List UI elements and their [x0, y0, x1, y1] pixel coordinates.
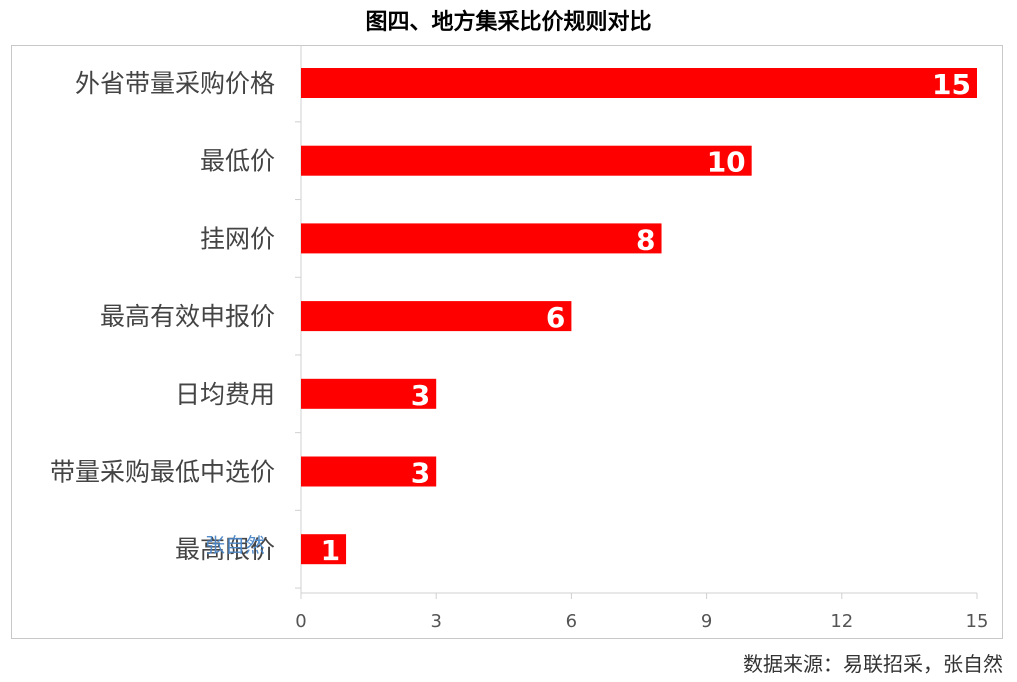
- data-label: 3: [411, 379, 430, 412]
- watermark: 张自然: [205, 533, 265, 557]
- category-label: 带量采购最低中选价: [50, 458, 275, 487]
- source-note: 数据来源：易联招采，张自然: [743, 652, 1003, 676]
- data-label: 15: [932, 68, 971, 101]
- category-label: 外省带量采购价格: [75, 69, 275, 98]
- data-label: 8: [636, 223, 655, 256]
- category-label: 日均费用: [175, 380, 275, 409]
- category-label: 最高限价: [175, 535, 275, 564]
- bar: [301, 534, 347, 565]
- x-tick-label: 12: [830, 611, 853, 632]
- x-tick-label: 9: [701, 611, 712, 632]
- bar: [301, 456, 437, 487]
- bar: [301, 68, 977, 98]
- bar: [301, 145, 752, 176]
- x-tick-label: 0: [295, 611, 306, 632]
- category-label: 挂网价: [200, 224, 275, 253]
- data-label: 1: [321, 534, 340, 567]
- data-label: 3: [411, 457, 430, 490]
- chart-title: 图四、地方集采比价规则对比: [365, 10, 652, 35]
- category-label: 最低价: [200, 147, 275, 176]
- chart-frame: [11, 45, 1003, 639]
- data-label: 6: [546, 301, 565, 334]
- x-tick-label: 15: [966, 611, 989, 632]
- bar: [301, 301, 572, 332]
- bar: [301, 223, 662, 254]
- category-label: 最高有效申报价: [100, 302, 275, 331]
- bar: [301, 378, 437, 409]
- x-tick-label: 3: [430, 611, 441, 632]
- x-tick-label: 6: [566, 611, 577, 632]
- data-label: 10: [707, 146, 746, 179]
